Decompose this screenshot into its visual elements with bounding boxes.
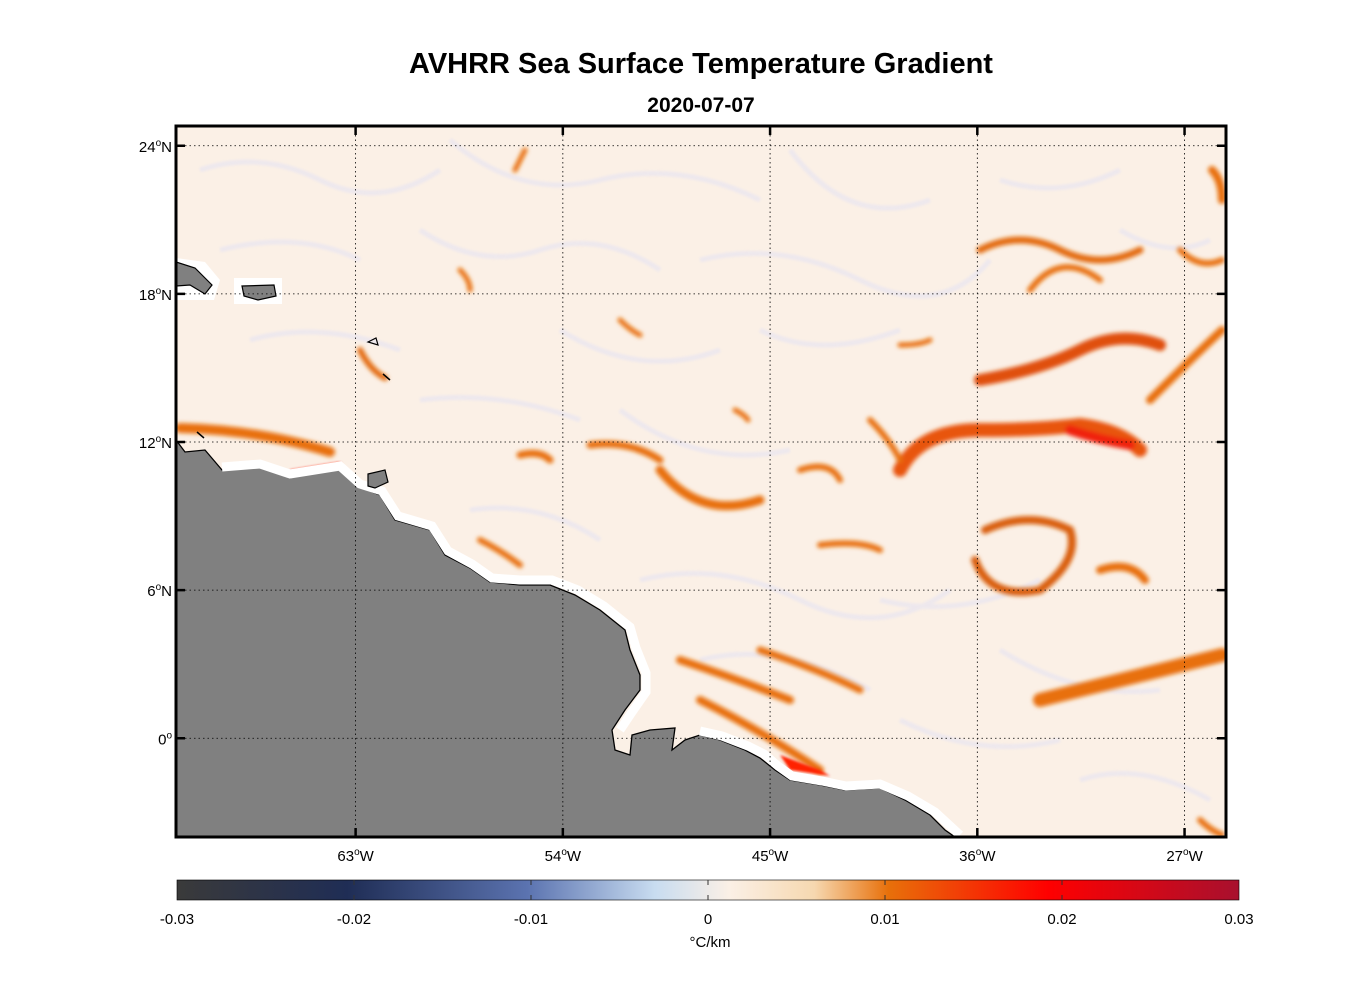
lon-tick-label: 27oW	[1166, 847, 1203, 865]
degree-symbol: o	[354, 847, 360, 858]
degree-symbol: o	[769, 847, 775, 858]
lon-hemisphere: W	[981, 848, 996, 865]
lesser-antilles-island	[366, 337, 379, 346]
lon-tick-label: 36oW	[959, 847, 996, 865]
gradient-fronts	[176, 147, 1226, 837]
colorbar-tick-label: 0.02	[1047, 911, 1076, 928]
colorbar-tick-label: 0	[704, 911, 712, 928]
degree-symbol: o	[561, 847, 567, 858]
colorbar-tick-label: -0.03	[160, 911, 194, 928]
degree-symbol: o	[156, 138, 162, 149]
degree-symbol: o	[1183, 847, 1189, 858]
lat-hemisphere: N	[161, 139, 172, 156]
graticule	[176, 126, 1226, 837]
colorbar-unit-label: °C/km	[689, 934, 731, 951]
lat-number: 6	[147, 583, 155, 600]
degree-symbol: o	[156, 286, 162, 297]
coastal-no-data-band	[699, 726, 964, 837]
lesser-antilles-island	[196, 431, 205, 439]
colorbar-ticks: -0.03 -0.02 -0.01 0 0.01 0.02 0.03	[160, 880, 1254, 928]
lat-tick-label: 6oN	[147, 582, 172, 600]
colorbar-tick-label: -0.02	[337, 911, 371, 928]
colorbar-tick-label: -0.01	[514, 911, 548, 928]
lat-tick-label: 12oN	[139, 434, 172, 452]
hispaniola-island	[176, 261, 213, 295]
longitude-labels: 63oW 54oW 45oW 36oW 27oW	[337, 847, 1203, 865]
colorbar-tick-label: 0.03	[1224, 911, 1253, 928]
lat-hemisphere: N	[161, 583, 172, 600]
lat-number: 18	[139, 287, 156, 304]
lat-number: 0	[158, 731, 166, 748]
puerto-rico-island	[241, 284, 277, 301]
degree-symbol: o	[156, 582, 162, 593]
lon-number: 45	[752, 848, 769, 865]
lat-tick-label: 18oN	[139, 286, 172, 304]
lat-hemisphere: N	[161, 287, 172, 304]
lon-tick-label: 45oW	[752, 847, 789, 865]
lon-tick-label: 63oW	[337, 847, 374, 865]
lat-tick-label: 24oN	[139, 138, 172, 156]
lon-hemisphere: W	[567, 848, 582, 865]
lon-tick-label: 54oW	[545, 847, 582, 865]
degree-symbol: o	[976, 847, 982, 858]
lat-number: 24	[139, 139, 156, 156]
colorbar-tick-label: 0.01	[870, 911, 899, 928]
map-frame	[174, 124, 1228, 839]
lesser-antilles-island	[382, 373, 391, 381]
lon-hemisphere: W	[774, 848, 789, 865]
lon-hemisphere: W	[360, 848, 375, 865]
lon-number: 63	[337, 848, 354, 865]
degree-symbol: o	[156, 434, 162, 445]
trinidad-island	[367, 469, 389, 489]
degree-symbol: o	[166, 730, 172, 741]
lon-number: 36	[959, 848, 976, 865]
map-date-subtitle: 2020-07-07	[647, 94, 755, 117]
gradient-texture	[199, 138, 1212, 803]
map-title: AVHRR Sea Surface Temperature Gradient	[409, 48, 993, 80]
lat-hemisphere: N	[161, 435, 172, 452]
lon-number: 54	[545, 848, 562, 865]
lon-hemisphere: W	[1189, 848, 1204, 865]
axis-ticks	[176, 126, 1226, 837]
coastal-no-data-band	[221, 459, 651, 733]
lat-tick-label: 0o	[158, 730, 172, 748]
lat-number: 12	[139, 435, 156, 452]
lon-number: 27	[1166, 848, 1183, 865]
red-hotspot	[780, 755, 830, 776]
